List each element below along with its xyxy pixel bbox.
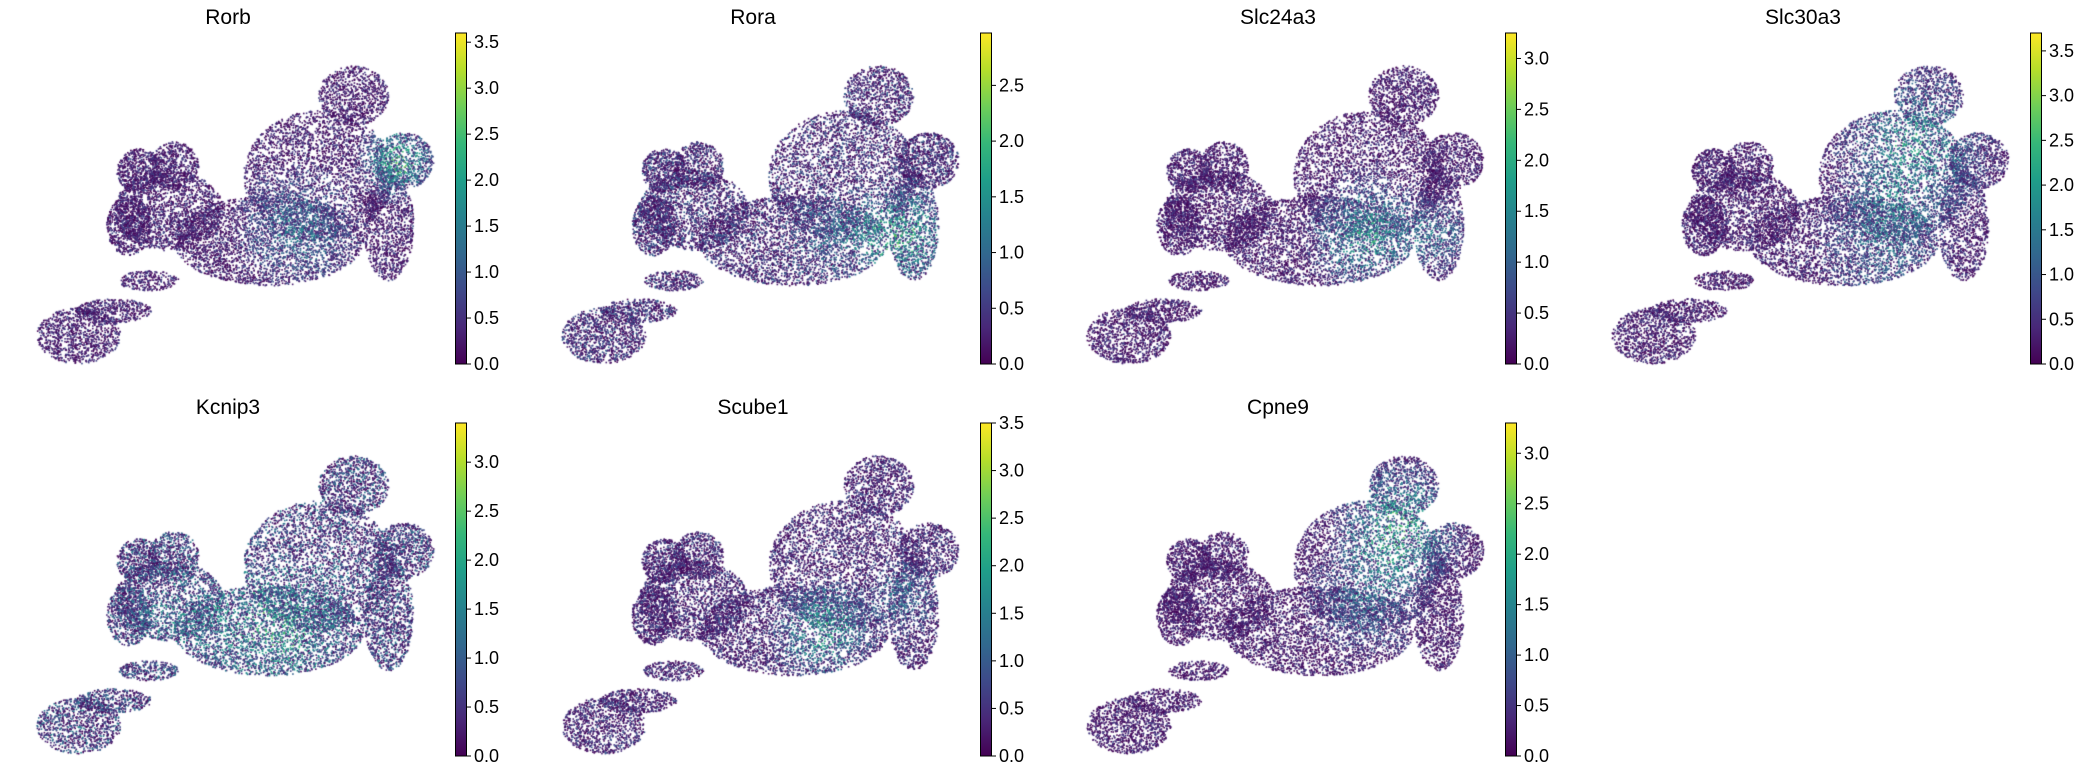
colorbar: 0.0 0.5 1.0 1.5 2.0 2.5 3.0: [1505, 422, 1549, 766]
colorbar-tick-label: 0.5: [1524, 696, 1549, 716]
colorbar-gradient: [2030, 32, 2042, 365]
colorbar-tick-label: 3.0: [1524, 443, 1549, 463]
colorbar-tick-label: 2.0: [474, 550, 499, 570]
colorbar: 0.0 0.5 1.0 1.5 2.0 2.5 3.0 3.5: [980, 413, 1024, 766]
colorbar: 0.0 0.5 1.0 1.5 2.0 2.5: [980, 32, 1024, 374]
colorbar-tick-label: 0.5: [474, 697, 499, 717]
colorbar-tick-label: 2.0: [474, 170, 499, 190]
umap-scatter-points: [18, 390, 438, 775]
colorbar-tick-label: 2.0: [1524, 150, 1549, 170]
colorbar-gradient: [980, 422, 992, 757]
colorbar-tick-label: 1.0: [999, 243, 1024, 263]
colorbar-tick-label: 0.0: [474, 746, 499, 766]
colorbar-tick-label: 3.0: [474, 452, 499, 472]
umap-scatter-points: [1068, 390, 1488, 775]
umap-scatter-points: [543, 390, 963, 775]
colorbar-tick-label: 2.0: [2049, 175, 2074, 195]
umap-scatter-points: [543, 0, 963, 385]
colorbar-tick-label: 0.0: [1524, 354, 1549, 374]
colorbar-tick-label: 1.0: [999, 651, 1024, 671]
colorbar-tick-label: 0.5: [999, 298, 1024, 318]
colorbar-tick-label: 3.0: [999, 461, 1024, 481]
colorbar-tick-label: 1.5: [2049, 220, 2074, 240]
colorbar-tick-label: 3.5: [474, 32, 499, 52]
umap-scatter-points: [1593, 0, 2013, 385]
colorbar-tick-label: 2.5: [999, 508, 1024, 528]
colorbar-tick-label: 0.0: [474, 354, 499, 374]
umap-panel-rora: Rora: [543, 0, 963, 385]
colorbar: 0.0 0.5 1.0 1.5 2.0 2.5 3.0: [1505, 32, 1549, 374]
colorbar-gradient: [455, 32, 467, 365]
colorbar-gradient: [1505, 422, 1517, 757]
colorbar-tick-label: 2.0: [1524, 544, 1549, 564]
colorbar-tick-label: 0.5: [2049, 309, 2074, 329]
colorbar-tick-label: 1.0: [2049, 265, 2074, 285]
colorbar-tick-label: 1.5: [474, 216, 499, 236]
umap-panel-kcnip3: Kcnip3: [18, 390, 438, 775]
colorbar-tick-label: 3.0: [2049, 86, 2074, 106]
colorbar-tick-label: 3.5: [2049, 41, 2074, 61]
colorbar-tick-label: 0.5: [1524, 303, 1549, 323]
colorbar-tick-label: 2.5: [474, 501, 499, 521]
umap-panel-scube1: Scube1: [543, 390, 963, 775]
colorbar-tick-label: 0.5: [474, 308, 499, 328]
colorbar-tick-label: 1.5: [999, 187, 1024, 207]
colorbar-tick-label: 2.5: [1524, 494, 1549, 514]
colorbar-tick-label: 1.0: [474, 648, 499, 668]
umap-panel-rorb: Rorb: [18, 0, 438, 385]
colorbar-tick-label: 2.5: [999, 75, 1024, 95]
colorbar: 0.0 0.5 1.0 1.5 2.0 2.5 3.0: [455, 422, 499, 766]
colorbar-tick-label: 0.0: [2049, 354, 2074, 374]
colorbar-tick-label: 2.0: [999, 556, 1024, 576]
colorbar-tick-label: 0.0: [999, 746, 1024, 766]
colorbar-tick-label: 3.5: [999, 413, 1024, 433]
colorbar-gradient: [980, 32, 992, 365]
colorbar-gradient: [455, 422, 467, 757]
colorbar-tick-label: 0.0: [1524, 746, 1549, 766]
colorbar-tick-label: 0.5: [999, 698, 1024, 718]
colorbar-tick-label: 2.5: [2049, 130, 2074, 150]
colorbar-tick-label: 1.5: [1524, 595, 1549, 615]
colorbar-gradient: [1505, 32, 1517, 365]
umap-panel-slc30a3: Slc30a3: [1593, 0, 2013, 385]
colorbar-tick-label: 1.5: [999, 603, 1024, 623]
colorbar-tick-label: 1.0: [474, 262, 499, 282]
colorbar-tick-label: 2.5: [1524, 99, 1549, 119]
colorbar-tick-label: 3.0: [474, 78, 499, 98]
umap-panel-slc24a3: Slc24a3: [1068, 0, 1488, 385]
colorbar-tick-label: 1.5: [474, 599, 499, 619]
colorbar-tick-label: 1.0: [1524, 645, 1549, 665]
umap-panel-cpne9: Cpne9: [1068, 390, 1488, 775]
colorbar: 0.0 0.5 1.0 1.5 2.0 2.5 3.0 3.5: [2030, 32, 2074, 374]
colorbar-tick-label: 0.0: [999, 354, 1024, 374]
colorbar-tick-label: 1.5: [1524, 201, 1549, 221]
colorbar-tick-label: 2.5: [474, 124, 499, 144]
umap-scatter-points: [1068, 0, 1488, 385]
colorbar: 0.0 0.5 1.0 1.5 2.0 2.5 3.0 3.5: [455, 32, 499, 374]
umap-scatter-points: [18, 0, 438, 385]
colorbar-tick-label: 1.0: [1524, 252, 1549, 272]
colorbar-tick-label: 3.0: [1524, 48, 1549, 68]
colorbar-tick-label: 2.0: [999, 131, 1024, 151]
